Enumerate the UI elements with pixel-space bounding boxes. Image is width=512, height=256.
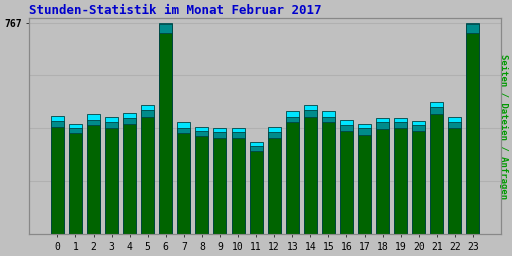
- Bar: [322, 111, 335, 234]
- Bar: [394, 122, 407, 234]
- Bar: [177, 122, 190, 234]
- Bar: [51, 126, 64, 234]
- Bar: [87, 120, 100, 234]
- Bar: [141, 117, 154, 234]
- Bar: [304, 117, 317, 234]
- Bar: [449, 128, 461, 234]
- Bar: [340, 125, 353, 234]
- Text: Stunden-Statistik im Monat Februar 2017: Stunden-Statistik im Monat Februar 2017: [29, 4, 322, 17]
- Bar: [466, 33, 479, 234]
- Y-axis label: Seiten / Dateien / Anfragen: Seiten / Dateien / Anfragen: [499, 54, 508, 199]
- Bar: [322, 117, 335, 234]
- Bar: [466, 25, 479, 234]
- Bar: [231, 128, 245, 234]
- Bar: [250, 151, 263, 234]
- Bar: [268, 138, 281, 234]
- Bar: [87, 114, 100, 234]
- Bar: [105, 128, 118, 234]
- Bar: [250, 142, 263, 234]
- Bar: [69, 124, 82, 234]
- Bar: [250, 146, 263, 234]
- Bar: [430, 107, 443, 234]
- Bar: [358, 128, 371, 234]
- Bar: [196, 136, 208, 234]
- Bar: [376, 118, 389, 234]
- Bar: [214, 128, 226, 234]
- Bar: [123, 124, 136, 234]
- Bar: [286, 111, 299, 234]
- Bar: [466, 23, 479, 234]
- Bar: [412, 125, 425, 234]
- Bar: [430, 114, 443, 234]
- Bar: [105, 117, 118, 234]
- Bar: [304, 110, 317, 234]
- Bar: [412, 121, 425, 234]
- Bar: [141, 110, 154, 234]
- Bar: [231, 132, 245, 234]
- Bar: [231, 138, 245, 234]
- Bar: [394, 118, 407, 234]
- Bar: [141, 104, 154, 234]
- Bar: [69, 128, 82, 234]
- Bar: [123, 118, 136, 234]
- Bar: [196, 126, 208, 234]
- Bar: [358, 124, 371, 234]
- Bar: [268, 132, 281, 234]
- Bar: [449, 117, 461, 234]
- Bar: [69, 133, 82, 234]
- Bar: [286, 117, 299, 234]
- Bar: [268, 126, 281, 234]
- Bar: [214, 132, 226, 234]
- Bar: [430, 102, 443, 234]
- Bar: [376, 122, 389, 234]
- Bar: [105, 122, 118, 234]
- Bar: [376, 129, 389, 234]
- Bar: [177, 133, 190, 234]
- Bar: [394, 128, 407, 234]
- Bar: [214, 138, 226, 234]
- Bar: [412, 131, 425, 234]
- Bar: [51, 121, 64, 234]
- Bar: [196, 131, 208, 234]
- Bar: [358, 135, 371, 234]
- Bar: [304, 104, 317, 234]
- Bar: [87, 125, 100, 234]
- Bar: [159, 25, 172, 234]
- Bar: [123, 113, 136, 234]
- Bar: [340, 131, 353, 234]
- Bar: [340, 120, 353, 234]
- Bar: [159, 23, 172, 234]
- Bar: [449, 122, 461, 234]
- Bar: [322, 122, 335, 234]
- Bar: [51, 115, 64, 234]
- Bar: [286, 122, 299, 234]
- Bar: [159, 33, 172, 234]
- Bar: [177, 128, 190, 234]
